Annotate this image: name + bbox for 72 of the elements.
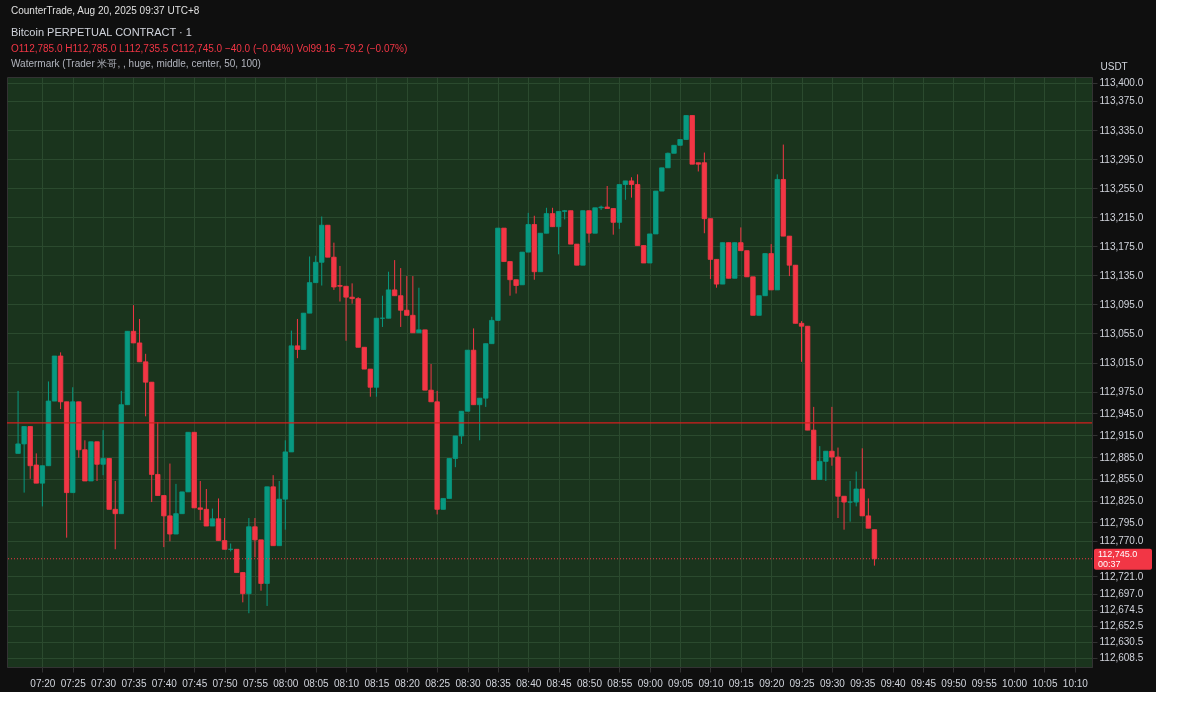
x-tick-label: 09:45 bbox=[911, 677, 937, 689]
x-tick-label: 09:15 bbox=[728, 677, 755, 689]
y-tick-label: 113,375.0 bbox=[1099, 95, 1144, 107]
ref-line-label: 112,745.0 00:37 bbox=[1098, 548, 1138, 569]
y-tick-label: 112,915.0 bbox=[1099, 429, 1144, 441]
text: Watermark (Trader 米哥, , huge, middle, center, 50, 100) bbox=[11, 58, 261, 69]
candlestick bbox=[100, 429, 106, 476]
candlestick bbox=[549, 207, 556, 228]
x-tick-label: 09:25 bbox=[789, 677, 815, 689]
y-tick-label: 112,975.0 bbox=[1099, 386, 1144, 398]
x-tick-label: 07:25 bbox=[60, 677, 87, 689]
y-tick-label: 113,015.0 bbox=[1099, 357, 1144, 369]
y-tick-label: 112,855.0 bbox=[1099, 473, 1144, 485]
candlestick bbox=[416, 287, 422, 334]
x-tick-label: 09:00 bbox=[637, 677, 664, 689]
x-tick-label: 07:45 bbox=[182, 677, 208, 689]
x-tick-label: 08:10 bbox=[334, 677, 360, 689]
y-tick-label: 112,885.0 bbox=[1099, 451, 1144, 463]
y-tick-label: 112,630.5 bbox=[1099, 636, 1144, 648]
x-tick-label: 09:35 bbox=[850, 677, 876, 689]
y-tick-label: 112,608.5 bbox=[1099, 652, 1144, 664]
y-tick-label: 112,945.0 bbox=[1099, 407, 1144, 419]
y-tick-label: 113,295.0 bbox=[1099, 153, 1144, 165]
x-tick-label: 08:00 bbox=[273, 677, 299, 689]
x-tick-label: 08:35 bbox=[485, 677, 512, 689]
y-tick-label: 112,795.0 bbox=[1099, 516, 1144, 528]
y-tick-label: 113,055.0 bbox=[1099, 327, 1144, 339]
y-tick-label: 112,652.5 bbox=[1099, 620, 1144, 632]
x-tick-label: 09:05 bbox=[668, 677, 694, 689]
x-tick-label: 08:15 bbox=[364, 677, 390, 689]
x-tick-label: 09:40 bbox=[880, 677, 907, 689]
chart-subtitle: O112,785.0 H112,785.0 L112,735.5 C112,745.0 −40.0 (−0.04%) Vol99.16 −79.2 (−0.07%) bbox=[11, 43, 408, 54]
y-tick-label: 112,674.5 bbox=[1099, 604, 1144, 616]
y-tick-label: 113,095.0 bbox=[1099, 298, 1144, 310]
y-axis-title: USDT bbox=[1100, 60, 1128, 72]
y-tick-label: 112,825.0 bbox=[1099, 495, 1144, 507]
x-tick-label: 08:55 bbox=[607, 677, 633, 689]
x-tick-label: 08:25 bbox=[425, 677, 451, 689]
y-tick-label: 113,335.0 bbox=[1099, 124, 1144, 136]
candlestick bbox=[586, 210, 592, 244]
x-tick-label: 07:40 bbox=[151, 677, 178, 689]
y-tick-label: 113,215.0 bbox=[1099, 211, 1144, 223]
x-tick-label: 07:55 bbox=[242, 677, 269, 689]
text: CounterTrade, Aug 20, 2025 09:37 UTC+8 bbox=[11, 5, 200, 16]
candlestick bbox=[294, 318, 301, 359]
x-tick-label: 09:20 bbox=[759, 677, 785, 689]
y-tick-label: 112,697.0 bbox=[1099, 588, 1144, 600]
x-tick-label: 08:20 bbox=[394, 677, 421, 689]
x-tick-label: 07:30 bbox=[91, 677, 117, 689]
x-tick-label: 09:30 bbox=[819, 677, 846, 689]
x-tick-label: 08:50 bbox=[576, 677, 603, 689]
x-tick-label: 10:05 bbox=[1032, 677, 1058, 689]
x-tick-label: 09:50 bbox=[941, 677, 967, 689]
x-tick-label: 10:10 bbox=[1062, 677, 1089, 689]
x-tick-label: 07:35 bbox=[121, 677, 147, 689]
candlestick bbox=[94, 441, 100, 482]
y-tick-label: 113,255.0 bbox=[1099, 182, 1144, 194]
x-tick-label: 09:10 bbox=[698, 677, 724, 689]
y-tick-label: 113,135.0 bbox=[1099, 269, 1144, 281]
x-tick-label: 10:00 bbox=[1002, 677, 1028, 689]
y-tick-label: 113,400.0 bbox=[1099, 77, 1144, 89]
chart-title: Bitcoin PERPETUAL CONTRACT · 1 bbox=[11, 26, 192, 38]
y-tick-label: 113,175.0 bbox=[1099, 240, 1144, 252]
x-tick-label: 08:30 bbox=[455, 677, 481, 689]
x-tick-label: 07:50 bbox=[212, 677, 239, 689]
x-tick-label: 09:55 bbox=[971, 677, 998, 689]
x-tick-label: 08:45 bbox=[546, 677, 573, 689]
y-tick-label: 112,721.0 bbox=[1099, 570, 1144, 582]
x-tick-label: 08:05 bbox=[303, 677, 330, 689]
x-tick-label: 07:20 bbox=[30, 677, 56, 689]
x-tick-label: 08:40 bbox=[516, 677, 542, 689]
y-tick-label: 112,770.0 bbox=[1099, 535, 1144, 547]
